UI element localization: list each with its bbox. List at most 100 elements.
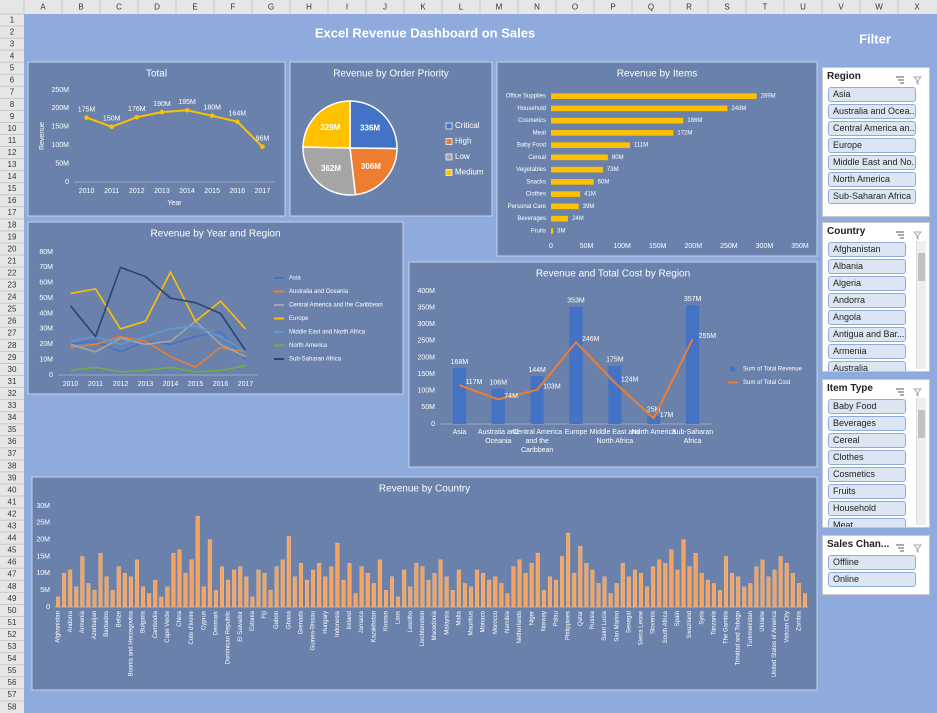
multi-select-button[interactable] bbox=[895, 227, 905, 239]
column-letter: N bbox=[534, 3, 540, 12]
line-series bbox=[70, 365, 246, 373]
scrollbar-thumb[interactable] bbox=[918, 253, 925, 281]
x-tick-label: Liechtenstein bbox=[420, 611, 426, 646]
x-tick-label: Indonesia bbox=[335, 610, 341, 637]
slicer-item[interactable]: Australia and Ocea... bbox=[828, 104, 916, 119]
clear-filter-button[interactable] bbox=[912, 72, 923, 86]
slicer-item[interactable]: Sub-Saharan Africa bbox=[828, 189, 916, 204]
slicer-item[interactable]: Antigua and Bar... bbox=[828, 327, 906, 342]
x-tick-label: Malta bbox=[456, 610, 462, 625]
slicer-item[interactable]: Asia bbox=[828, 87, 916, 102]
slicer-item[interactable]: Algeria bbox=[828, 276, 906, 291]
bar bbox=[554, 579, 558, 608]
bar bbox=[171, 552, 176, 608]
bar bbox=[724, 556, 728, 608]
y-tick-label: Vegetables bbox=[516, 167, 546, 173]
x-tick-label: El Salvador bbox=[238, 611, 244, 642]
bar bbox=[802, 593, 807, 608]
bar bbox=[335, 542, 340, 608]
x-tick-label: Cyprus bbox=[201, 611, 207, 630]
slicer-item[interactable]: Beverages bbox=[828, 416, 906, 431]
line-series bbox=[70, 335, 246, 369]
slicer-item[interactable]: Europe bbox=[828, 138, 916, 153]
bar bbox=[602, 576, 607, 608]
y-tick-label: Office Supplies bbox=[506, 94, 546, 100]
multi-select-icon bbox=[896, 231, 904, 239]
x-tick-label: 350M bbox=[791, 243, 809, 250]
bar bbox=[551, 142, 630, 148]
bar bbox=[341, 579, 346, 608]
slicer-item[interactable]: Household bbox=[828, 501, 906, 516]
slicer-item[interactable]: Meat bbox=[828, 518, 906, 527]
column-letter: C bbox=[116, 3, 122, 12]
x-tick-label: Azerbaijan bbox=[92, 611, 98, 639]
bar bbox=[754, 566, 759, 608]
multi-select-button[interactable] bbox=[895, 384, 905, 396]
slicer-item[interactable]: Clothes bbox=[828, 450, 906, 465]
bar bbox=[323, 576, 328, 608]
slicer-item[interactable]: Australia bbox=[828, 361, 906, 371]
slicer-item[interactable]: Andorra bbox=[828, 293, 906, 308]
column-letter: I bbox=[346, 3, 348, 12]
slicer-item[interactable]: Albania bbox=[828, 259, 906, 274]
row-number: 24 bbox=[8, 293, 17, 302]
slicer-item[interactable]: Online bbox=[828, 572, 916, 587]
slicer: Sales Chan... Offline Online bbox=[822, 535, 930, 595]
scrollbar-thumb[interactable] bbox=[918, 410, 925, 438]
bar bbox=[551, 117, 684, 124]
chart-title: Total bbox=[146, 69, 167, 80]
column-letter: D bbox=[154, 3, 160, 12]
bar bbox=[651, 566, 656, 608]
row-number: 40 bbox=[8, 485, 17, 494]
slicer-item[interactable]: North America bbox=[828, 172, 916, 187]
slicer-item[interactable]: Central America an... bbox=[828, 121, 916, 136]
y-tick-label: 60M bbox=[39, 280, 53, 287]
row-number: 34 bbox=[8, 413, 17, 422]
slicer-item[interactable]: Baby Food bbox=[828, 399, 906, 414]
y-tick-label: 30M bbox=[36, 503, 50, 510]
data-label: 186M bbox=[687, 118, 702, 124]
slicer-item[interactable]: Offline bbox=[828, 555, 916, 570]
bar bbox=[578, 546, 583, 608]
legend-label: Sub-Saharan Africa bbox=[289, 357, 342, 363]
row-number: 14 bbox=[8, 172, 17, 181]
legend-label: North America bbox=[289, 343, 328, 349]
y-tick-label: Cereal bbox=[528, 155, 546, 161]
x-tick-label: Guinea-Bissau bbox=[311, 611, 317, 650]
x-tick-label: Netherlands bbox=[517, 611, 523, 643]
slicer-item[interactable]: Angola bbox=[828, 310, 906, 325]
slicer-item[interactable]: Afghanistan bbox=[828, 242, 906, 257]
bar bbox=[551, 191, 581, 197]
bar bbox=[244, 576, 249, 608]
column-header-bar bbox=[0, 0, 937, 14]
multi-select-button[interactable] bbox=[895, 72, 905, 84]
row-number: 37 bbox=[8, 449, 17, 458]
column-letter: Q bbox=[648, 3, 654, 12]
slicer-item[interactable]: Middle East and No... bbox=[828, 155, 916, 170]
slicer-item[interactable]: Cereal bbox=[828, 433, 906, 448]
column-letter: R bbox=[686, 3, 692, 12]
legend-label: Medium bbox=[455, 168, 484, 177]
bar bbox=[317, 563, 322, 608]
y-tick-label: 100M bbox=[51, 142, 69, 149]
y-tick-label: 150M bbox=[51, 124, 69, 131]
slicer-item[interactable]: Cosmetics bbox=[828, 467, 906, 482]
y-tick-label: 250M bbox=[417, 338, 435, 345]
bar bbox=[517, 559, 522, 608]
data-label: 168M bbox=[451, 359, 469, 366]
y-tick-label: 5M bbox=[40, 587, 50, 594]
legend-swatch bbox=[445, 153, 453, 161]
bar bbox=[226, 579, 231, 608]
x-tick-label: Cote d'Ivoire bbox=[189, 610, 195, 644]
bar bbox=[238, 566, 243, 608]
row-number: 10 bbox=[8, 124, 17, 133]
y-tick-label: Beverages bbox=[517, 216, 546, 222]
x-tick-label: Namibia bbox=[505, 610, 511, 633]
bar bbox=[551, 228, 554, 234]
clear-filter-button[interactable] bbox=[912, 540, 923, 554]
slicer-item[interactable]: Armenia bbox=[828, 344, 906, 359]
multi-select-button[interactable] bbox=[895, 540, 905, 552]
clear-filter-button[interactable] bbox=[912, 384, 923, 398]
slicer-item[interactable]: Fruits bbox=[828, 484, 906, 499]
clear-filter-button[interactable] bbox=[912, 227, 923, 241]
